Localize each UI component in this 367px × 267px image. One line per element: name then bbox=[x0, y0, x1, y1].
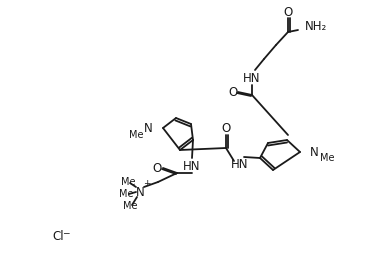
Text: Me: Me bbox=[123, 201, 137, 211]
Text: N: N bbox=[310, 146, 319, 159]
Text: HN: HN bbox=[183, 159, 201, 172]
Text: NH₂: NH₂ bbox=[305, 21, 327, 33]
Text: N: N bbox=[144, 121, 153, 135]
Text: HN: HN bbox=[231, 158, 249, 171]
Text: O: O bbox=[228, 85, 237, 99]
Text: O: O bbox=[283, 6, 292, 18]
Text: Cl: Cl bbox=[52, 230, 63, 244]
Text: Me: Me bbox=[119, 189, 133, 199]
Text: Me: Me bbox=[121, 177, 135, 187]
Text: Me: Me bbox=[128, 130, 143, 140]
Text: HN: HN bbox=[243, 72, 261, 84]
Text: Me: Me bbox=[320, 153, 334, 163]
Text: N: N bbox=[136, 186, 144, 198]
Text: O: O bbox=[152, 162, 161, 175]
Text: O: O bbox=[221, 123, 230, 135]
Text: +: + bbox=[143, 179, 151, 189]
Text: −: − bbox=[62, 229, 69, 238]
